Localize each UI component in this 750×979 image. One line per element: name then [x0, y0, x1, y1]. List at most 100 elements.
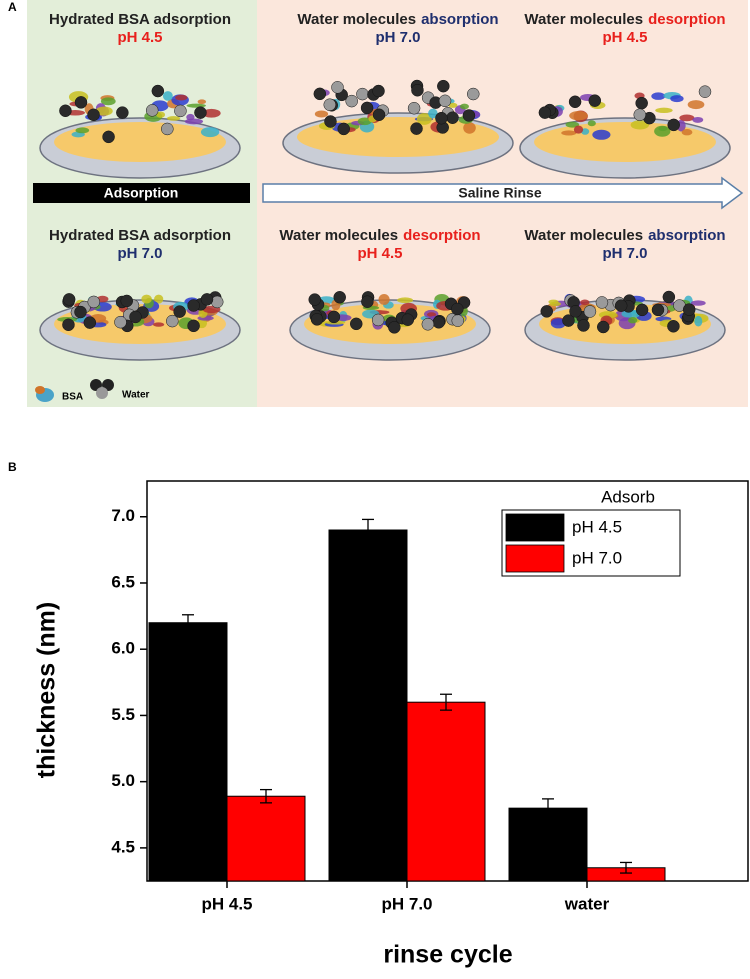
legend-label: pH 7.0	[572, 548, 622, 567]
water	[540, 305, 553, 318]
water	[651, 303, 665, 317]
protein	[141, 294, 152, 304]
caption: Hydrated BSA adsorption	[49, 227, 231, 244]
water	[200, 293, 214, 306]
protein	[154, 294, 164, 304]
protein	[565, 121, 580, 128]
protein	[184, 118, 204, 125]
bar	[328, 529, 408, 882]
key-label: BSA	[62, 392, 83, 403]
protein	[670, 95, 684, 103]
protein	[75, 127, 90, 134]
water	[74, 305, 87, 319]
protein	[200, 127, 220, 138]
caption: pH 7.0	[602, 245, 647, 262]
error-bar	[542, 798, 554, 819]
rinse-label: Saline Rinse	[458, 185, 541, 201]
protein	[197, 99, 207, 105]
water	[308, 293, 321, 306]
water	[446, 111, 459, 124]
protein	[448, 102, 458, 108]
water	[323, 98, 337, 111]
water	[667, 320, 680, 333]
protein	[95, 106, 113, 116]
bar	[148, 622, 228, 882]
water	[173, 305, 186, 318]
caption-part: pH 7.0	[602, 245, 647, 262]
water	[538, 106, 552, 119]
caption-part: pH 4.5	[357, 245, 402, 262]
water	[187, 299, 200, 312]
water	[114, 315, 127, 329]
caption-part: absorption	[648, 227, 726, 244]
protein	[561, 130, 577, 136]
x-tick-label: water	[564, 894, 610, 913]
water	[151, 84, 165, 98]
protein	[569, 110, 588, 121]
y-axis-label: thickness (nm)	[33, 602, 61, 778]
protein	[690, 300, 706, 306]
caption-part: absorption	[421, 11, 499, 28]
y-tick-label: 5.0	[111, 771, 135, 790]
protein	[550, 318, 566, 329]
water	[62, 293, 76, 306]
error-bar	[182, 614, 194, 632]
protein	[162, 91, 173, 101]
water	[435, 111, 448, 125]
protein	[681, 129, 693, 136]
water	[356, 87, 369, 101]
y-tick-label: 6.5	[111, 572, 135, 591]
water	[187, 319, 200, 333]
caption-part: Hydrated BSA adsorption	[49, 227, 231, 244]
water	[372, 108, 386, 122]
caption-part: desorption	[403, 227, 481, 244]
water	[62, 318, 75, 332]
water	[371, 313, 385, 327]
caption-part: Water molecules	[297, 11, 416, 28]
legend-swatch	[505, 513, 565, 542]
key-label: Water	[122, 390, 150, 401]
water	[583, 305, 597, 318]
water	[462, 109, 476, 122]
x-axis-label: rinse cycle	[383, 941, 512, 969]
water-icon	[96, 387, 108, 399]
caption-part: Hydrated BSA adsorption	[49, 11, 231, 28]
protein	[175, 94, 188, 101]
caption: pH 7.0	[117, 245, 162, 262]
x-tick-label: pH 7.0	[381, 894, 432, 913]
water	[372, 84, 385, 98]
water	[102, 130, 115, 144]
water	[421, 318, 435, 331]
protein	[548, 299, 559, 305]
x-tick-label: pH 4.5	[201, 894, 252, 913]
plate-surface	[534, 122, 716, 162]
error-bar	[260, 788, 272, 804]
water	[360, 101, 374, 115]
water	[635, 303, 649, 317]
caption-part: Water molecules	[524, 227, 643, 244]
water	[161, 122, 174, 136]
water	[145, 104, 159, 117]
protein	[655, 107, 673, 114]
water	[166, 314, 179, 328]
water	[614, 299, 628, 312]
panel-label: B	[8, 460, 17, 474]
error-bar	[620, 861, 632, 874]
water	[129, 310, 142, 324]
water	[667, 118, 680, 132]
key: BSA Water	[35, 379, 150, 403]
error-bar	[362, 518, 374, 542]
protein	[580, 299, 590, 306]
water	[331, 81, 344, 94]
caption: Water molecules absorption	[524, 227, 725, 244]
bar	[226, 795, 306, 882]
protein	[459, 103, 469, 110]
water	[588, 94, 602, 107]
water	[324, 115, 337, 128]
protein	[679, 114, 695, 122]
legend-label: pH 4.5	[572, 517, 622, 536]
protein	[687, 100, 705, 110]
water	[410, 122, 423, 135]
water	[194, 106, 207, 119]
